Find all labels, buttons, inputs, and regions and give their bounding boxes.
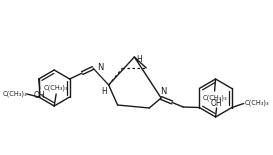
Text: N: N — [97, 62, 103, 71]
Text: C(CH₃)₃: C(CH₃)₃ — [44, 85, 69, 91]
Text: OH: OH — [34, 91, 46, 100]
Text: C(CH₃)₃: C(CH₃)₃ — [3, 91, 27, 97]
Text: C(CH₃)₃: C(CH₃)₃ — [244, 99, 269, 106]
Text: N: N — [160, 86, 166, 95]
Text: OH: OH — [211, 98, 222, 108]
Text: H: H — [101, 88, 106, 97]
Text: H: H — [136, 55, 142, 64]
Text: C(CH₃)₃: C(CH₃)₃ — [202, 95, 227, 101]
